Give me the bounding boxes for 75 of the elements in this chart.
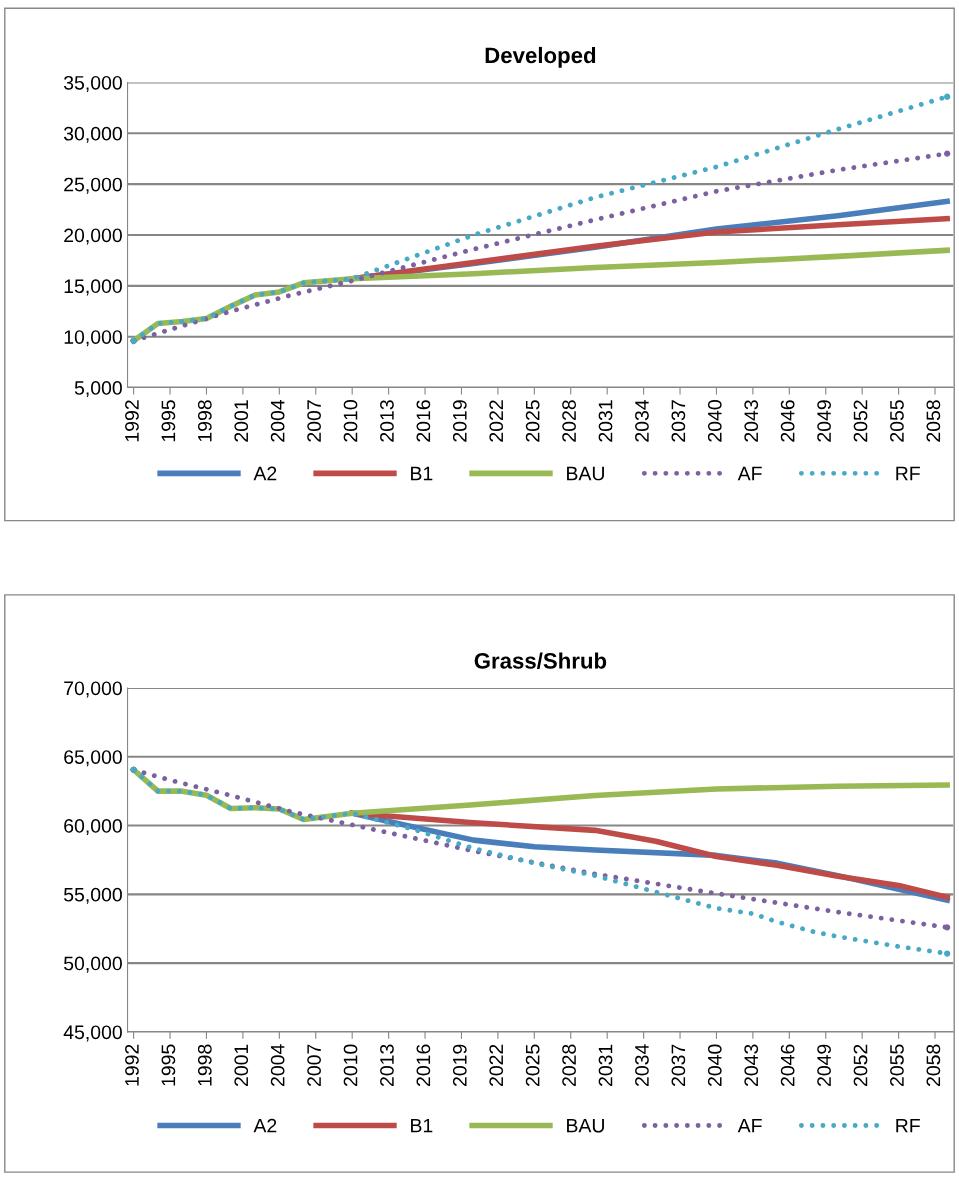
- x-tick-label: 2022: [489, 400, 504, 442]
- x-tick-label: 1998: [197, 400, 212, 442]
- x-tick-label: 2016: [416, 400, 431, 442]
- x-tick-label: 2058: [926, 400, 941, 442]
- y-tick-label: 55,000: [64, 887, 122, 904]
- y-tick-label: 70,000: [64, 681, 122, 698]
- x-tick-label: 2037: [671, 400, 686, 442]
- legend-label: A2: [253, 1118, 277, 1133]
- x-tick-label: 2019: [452, 1044, 467, 1087]
- y-tick-label: 25,000: [64, 177, 122, 194]
- y-tick-label: 15,000: [64, 279, 122, 296]
- y-tick-label: 5,000: [74, 381, 122, 398]
- x-tick-label: 2049: [817, 1044, 831, 1087]
- legend-label: BAU: [567, 1118, 604, 1133]
- y-tick-label: 30,000: [63, 126, 122, 143]
- x-tick-label: 2016: [416, 1044, 431, 1087]
- x-tick-label: 2055: [890, 400, 904, 442]
- x-tick-label: 2046: [780, 1044, 795, 1087]
- x-tick-label: 2028: [562, 400, 576, 442]
- x-tick-label: 2028: [562, 1044, 576, 1087]
- y-tick-label: 10,000: [64, 330, 122, 347]
- legend-label: B1: [411, 466, 433, 481]
- legend-label: B1: [411, 1118, 433, 1133]
- y-tick-label: 35,000: [63, 75, 122, 92]
- x-tick-label: 2043: [744, 400, 759, 442]
- x-tick-label: 1998: [197, 1044, 212, 1086]
- x-tick-label: 2022: [489, 1044, 504, 1087]
- x-tick-label: 1995: [161, 1044, 176, 1086]
- x-tick-label: 2013: [380, 1044, 394, 1087]
- x-tick-label: 2031: [598, 400, 613, 442]
- x-tick-label: 2004: [270, 1044, 285, 1087]
- x-tick-label: 2043: [744, 1044, 759, 1087]
- x-tick-label: 2052: [853, 1044, 868, 1087]
- legend-label: AF: [737, 1118, 762, 1133]
- y-tick-label: 60,000: [64, 819, 122, 836]
- x-tick-label: 2010: [343, 1044, 358, 1087]
- x-tick-label: 2007: [307, 1044, 321, 1087]
- point: [944, 950, 951, 957]
- x-tick-label: 2025: [525, 1044, 540, 1087]
- legend-label: RF: [896, 1118, 920, 1133]
- x-tick-label: 2031: [598, 1044, 613, 1087]
- legend-label: BAU: [567, 466, 604, 481]
- x-tick-label: 2058: [926, 1044, 941, 1087]
- x-tick-label: 2007: [307, 400, 321, 442]
- y-tick-label: 20,000: [64, 228, 122, 245]
- y-tick-label: 65,000: [64, 750, 122, 767]
- x-tick-label: 2025: [525, 400, 540, 442]
- point: [944, 924, 951, 931]
- x-tick-label: 2040: [707, 1044, 722, 1087]
- x-tick-label: 2010: [343, 400, 358, 442]
- x-tick-label: 2049: [817, 400, 831, 442]
- y-tick-label: 45,000: [63, 1025, 122, 1042]
- legend-label: A2: [253, 466, 277, 481]
- x-tick-label: 2037: [671, 1044, 686, 1087]
- x-tick-label: 1995: [161, 400, 176, 442]
- point: [944, 93, 951, 100]
- x-tick-label: 2001: [234, 1044, 249, 1087]
- chart-title: Grass/Shrub: [474, 652, 607, 669]
- x-tick-label: 2046: [780, 400, 795, 442]
- x-tick-label: 2013: [380, 400, 394, 442]
- x-tick-label: 2004: [270, 399, 285, 442]
- chart-title: Developed: [485, 46, 596, 68]
- x-tick-label: 1992: [125, 400, 139, 442]
- y-tick-label: 50,000: [64, 956, 122, 973]
- x-tick-label: 2052: [853, 400, 868, 442]
- x-tick-label: 2001: [234, 400, 249, 442]
- legend-label: RF: [896, 466, 920, 481]
- legend-label: AF: [737, 466, 762, 481]
- x-tick-label: 2034: [635, 399, 649, 442]
- x-tick-label: 2034: [635, 1044, 649, 1087]
- x-tick-label: 2055: [890, 1044, 904, 1087]
- x-tick-label: 2040: [707, 400, 722, 442]
- point: [944, 150, 951, 157]
- x-tick-label: 2019: [452, 400, 467, 442]
- x-tick-label: 1992: [125, 1044, 139, 1086]
